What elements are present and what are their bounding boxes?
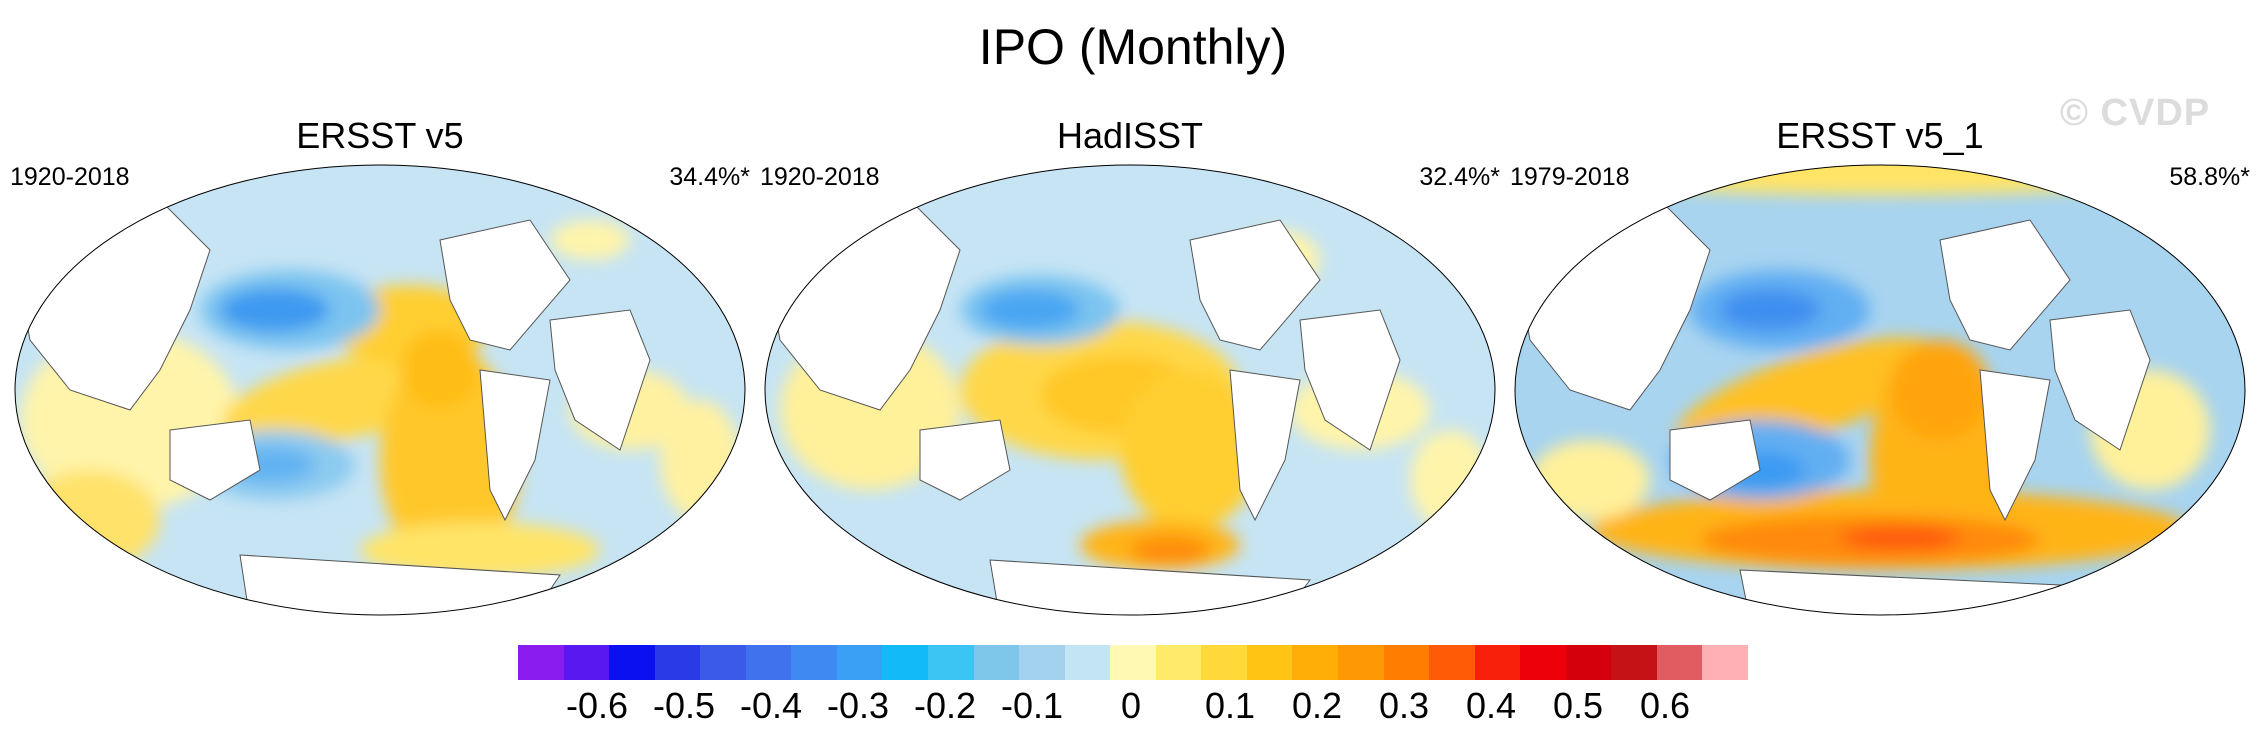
panel-variance: 32.4%* bbox=[1419, 163, 1500, 191]
colorbar-swatch bbox=[928, 645, 975, 680]
colorbar-swatch bbox=[1064, 645, 1111, 680]
colorbar-tick-label: 0.2 bbox=[1291, 685, 1343, 726]
colorbar-swatch bbox=[1520, 645, 1567, 680]
colorbar-tick-label: 0.3 bbox=[1378, 685, 1430, 726]
colorbar-swatch bbox=[836, 645, 883, 680]
colorbar-swatch bbox=[1565, 645, 1612, 680]
panel-years: 1920-2018 bbox=[760, 163, 880, 191]
colorbar-tick-label: -0.1 bbox=[1000, 685, 1064, 726]
sst-map bbox=[14, 164, 746, 616]
colorbar-swatch bbox=[1656, 645, 1703, 680]
colorbar-tick-label: 0.1 bbox=[1204, 685, 1256, 726]
colorbar-tick-label: 0.5 bbox=[1552, 685, 1604, 726]
sst-map bbox=[1514, 164, 2246, 616]
colorbar-swatch bbox=[563, 645, 610, 680]
colorbar-labels: -0.6 -0.5 -0.4 -0.3 -0.2 -0.1 0 0.1 0.2 0.3 0.4 0.5… bbox=[518, 685, 1748, 735]
colorbar-tick-label: 0.4 bbox=[1465, 685, 1517, 726]
colorbar-swatch bbox=[1702, 645, 1749, 680]
colorbar-swatch bbox=[973, 645, 1020, 680]
colorbar-swatch bbox=[609, 645, 656, 680]
colorbar-swatch bbox=[882, 645, 929, 680]
colorbar-swatch bbox=[1155, 645, 1202, 680]
figure-title: IPO (Monthly) bbox=[978, 19, 1288, 75]
map-panel-ersst-v5: ERSST v5 1920-2018 34.4%* bbox=[10, 115, 750, 630]
colorbar-tick-label: 0 bbox=[1120, 685, 1142, 726]
colorbar-tick-label: -0.4 bbox=[739, 685, 803, 726]
colorbar-swatch bbox=[654, 645, 701, 680]
sst-map bbox=[764, 164, 1496, 616]
panel-variance: 58.8%* bbox=[2169, 163, 2250, 191]
colorbar-tick-label: -0.3 bbox=[826, 685, 890, 726]
cvdp-watermark: © CVDP bbox=[2060, 92, 2211, 134]
panel-title: ERSST v5_1 bbox=[1776, 115, 1984, 156]
panel-years: 1920-2018 bbox=[10, 163, 130, 191]
colorbar-swatch bbox=[700, 645, 747, 680]
panel-title: ERSST v5 bbox=[296, 115, 464, 156]
colorbar-swatch bbox=[1019, 645, 1066, 680]
colorbar-swatch bbox=[1338, 645, 1385, 680]
colorbar-swatch bbox=[1429, 645, 1476, 680]
panel-years: 1979-2018 bbox=[1510, 163, 1630, 191]
colorbar-tick-label: -0.5 bbox=[652, 685, 716, 726]
map-panel-ersst-v5-1: ERSST v5_1 1979-2018 58.8%* bbox=[1510, 115, 2250, 630]
colorbar-swatch bbox=[791, 645, 838, 680]
colorbar-tick-label: -0.6 bbox=[565, 685, 629, 726]
colorbar-swatch bbox=[1201, 645, 1248, 680]
map-panel-hadisst: HadISST 1920-2018 32.4%* bbox=[760, 115, 1500, 630]
colorbar-swatch bbox=[1474, 645, 1521, 680]
colorbar-swatch bbox=[745, 645, 792, 680]
colorbar-tick-label: 0.6 bbox=[1639, 685, 1691, 726]
colorbar bbox=[518, 645, 1749, 680]
panel-variance: 34.4%* bbox=[669, 163, 750, 191]
colorbar-swatch bbox=[1246, 645, 1293, 680]
colorbar-swatch bbox=[1110, 645, 1157, 680]
colorbar-swatch bbox=[1611, 645, 1658, 680]
colorbar-tick-label: -0.2 bbox=[913, 685, 977, 726]
colorbar-swatch bbox=[518, 645, 565, 680]
colorbar-swatch bbox=[1292, 645, 1339, 680]
panel-title: HadISST bbox=[1056, 115, 1204, 156]
colorbar-swatch bbox=[1383, 645, 1430, 680]
